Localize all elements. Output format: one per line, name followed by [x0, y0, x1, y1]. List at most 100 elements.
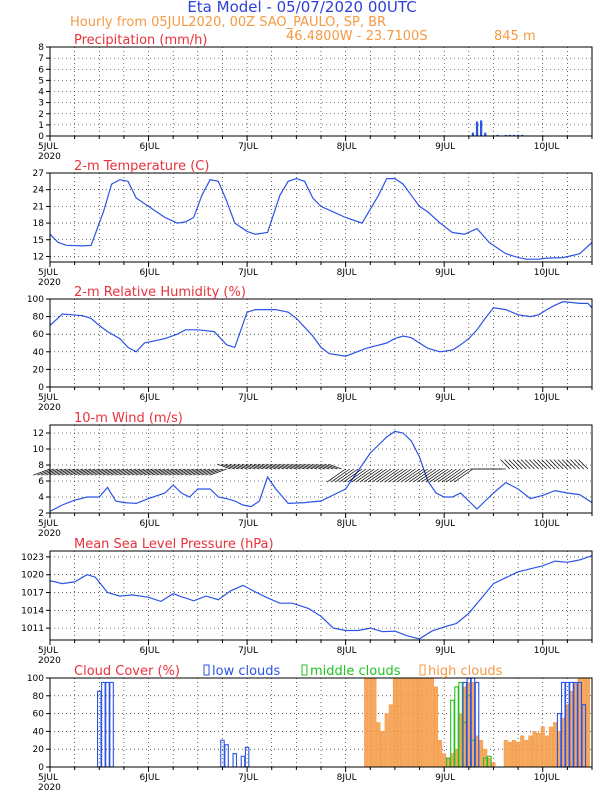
wind-arrow	[355, 468, 375, 483]
mslp-title: Mean Sea Level Pressure (hPa)	[74, 537, 274, 552]
cloud-bar-high	[364, 677, 369, 768]
y-tick-label: 3	[38, 99, 44, 109]
cloud-bar-high	[409, 677, 414, 768]
y-tick-label: 21	[33, 202, 44, 212]
wind-arrow	[363, 468, 383, 483]
cloud-bar-low	[109, 681, 114, 768]
cloud-bar-high	[368, 677, 373, 768]
cloud-bar-low	[232, 753, 238, 768]
y-tick-label: 0	[38, 763, 44, 773]
wind-arrow	[221, 463, 235, 470]
cloud-title: Cloud Cover (%)	[74, 664, 180, 679]
y-tick-label: 2	[38, 509, 44, 519]
wind-arrow	[282, 463, 297, 470]
x-tick-label: 10JUL	[534, 142, 560, 152]
wind-arrow	[533, 459, 543, 470]
wind-arrow	[500, 459, 511, 470]
wind-arrow	[512, 459, 523, 470]
cloud-bar-high	[429, 677, 434, 768]
y-tick-label: 12	[33, 252, 44, 262]
wind-arrow	[205, 468, 223, 476]
wind-arrow	[168, 468, 186, 476]
wind-arrow	[565, 459, 576, 470]
wind-arrow	[388, 468, 408, 483]
wind-arrow	[37, 468, 55, 476]
wind-arrow	[106, 468, 125, 476]
wind-arrow	[229, 463, 244, 470]
cloud-bar-high	[442, 753, 447, 768]
cloud-bar-high	[425, 677, 430, 768]
x-tick-label: 5JUL	[38, 268, 58, 278]
wind-arrow	[311, 463, 326, 470]
x-tick-label: 8JUL	[337, 519, 357, 529]
x-tick-label: 8JUL	[337, 646, 357, 656]
precip-bar	[475, 121, 479, 136]
x-tick-label: 5JUL	[38, 646, 58, 656]
wind-arrow	[245, 463, 260, 470]
wind-arrow	[359, 468, 379, 483]
wind-arrow	[574, 459, 585, 470]
wind-arrow	[225, 463, 239, 470]
cloud-bar-high	[401, 677, 406, 768]
year-label: 2020	[38, 656, 61, 666]
wind-arrow	[253, 463, 268, 470]
precip-bar	[471, 132, 475, 136]
cloud-bar-high	[503, 739, 508, 768]
x-tick-label: 6JUL	[140, 142, 160, 152]
wind-arrow	[266, 463, 281, 470]
rh-title: 2-m Relative Humidity (%)	[74, 285, 246, 300]
y-tick-label: 12	[33, 429, 44, 439]
wind-arrow	[82, 468, 100, 476]
cloud-bar-high	[548, 726, 553, 768]
cloud-bar-high	[433, 686, 438, 768]
precip-bar	[484, 132, 487, 136]
wind-arrow	[429, 468, 449, 483]
wind-arrow	[541, 459, 552, 470]
x-tick-label: 9JUL	[435, 519, 455, 529]
wind-arrow	[32, 468, 51, 476]
x-tick-label: 9JUL	[435, 142, 455, 152]
y-tick-label: 40	[33, 727, 45, 737]
cloud-bar-high	[491, 762, 496, 768]
y-tick-label: 15	[33, 236, 44, 246]
x-tick-label: 7JUL	[238, 142, 258, 152]
wind-arrow	[123, 468, 141, 476]
wind-arrow	[152, 468, 170, 476]
cloud-bar-high	[413, 677, 418, 768]
wind-arrow	[412, 468, 433, 483]
precip-bar	[516, 134, 520, 136]
y-tick-label: 0	[38, 383, 44, 393]
x-tick-label: 5JUL	[38, 773, 58, 783]
y-tick-label: 1	[38, 121, 44, 131]
cloud-bar-high	[536, 732, 541, 768]
cloud-bar-high	[544, 735, 549, 768]
cloud-bar-low	[240, 755, 246, 768]
x-tick-label: 9JUL	[435, 646, 455, 656]
cloud-bar-high	[380, 731, 385, 768]
precip-title: Precipitation (mm/h)	[74, 33, 207, 48]
cloud-bar-high	[372, 677, 377, 768]
wind-arrow	[380, 468, 400, 483]
wind-arrow	[197, 468, 215, 476]
wind-arrow	[578, 459, 589, 470]
x-tick-label: 6JUL	[140, 773, 160, 783]
y-tick-label: 80	[33, 692, 45, 702]
x-tick-label: 6JUL	[140, 393, 160, 403]
y-tick-label: 60	[33, 330, 45, 340]
wind-arrow	[49, 468, 67, 476]
wind-arrow	[135, 468, 153, 476]
wind-arrow	[449, 468, 470, 483]
legend-label-high: high clouds	[428, 664, 503, 679]
y-tick-label: 8	[38, 43, 44, 53]
cloud-cover-panel: 0 20 40 60 80 100 5JUL 6JUL 7JUL 8JUL 9JUL 10JUL 202…	[27, 664, 593, 792]
wind-arrow	[74, 468, 92, 476]
cloud-bar-high	[511, 739, 517, 768]
x-tick-label: 8JUL	[337, 773, 357, 783]
wind-series-line	[49, 430, 593, 512]
wind-arrow	[233, 463, 248, 470]
precip-bar	[496, 134, 499, 136]
legend-swatch-high	[419, 664, 426, 676]
wind-arrow	[404, 468, 424, 483]
y-tick-label: 6	[38, 65, 44, 75]
